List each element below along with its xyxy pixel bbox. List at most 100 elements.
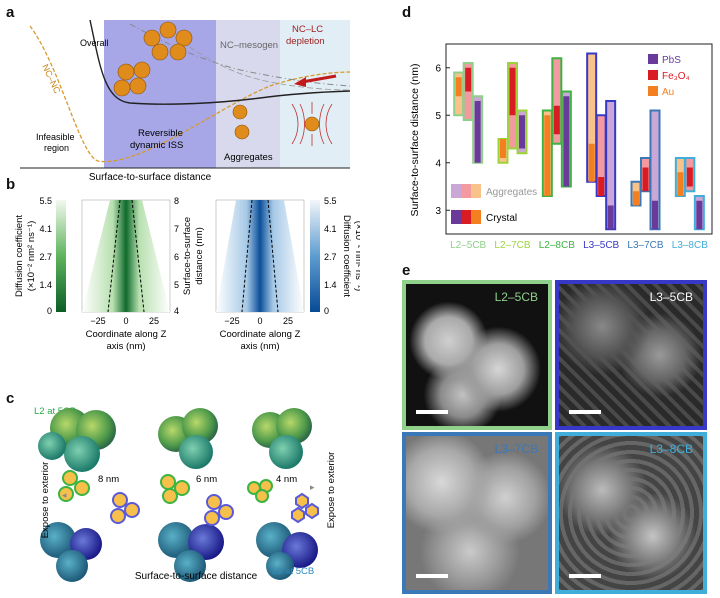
- b-left-xlabel-1: Coordinate along Z: [86, 329, 167, 340]
- legend-aggregates: Aggregates: [486, 187, 537, 198]
- crystal-range-bar: [607, 205, 614, 230]
- distance-8nm: 8 nm: [98, 474, 119, 485]
- depletion-arrowhead: [294, 77, 306, 87]
- panel-a-letter: a: [6, 4, 15, 21]
- panel-c-xlabel: Surface-to-surface distance: [135, 571, 258, 582]
- l2-label: L2 at 5CB: [34, 406, 76, 417]
- tem-label: L3–7CB: [494, 442, 538, 456]
- crystal-range-bar: [633, 191, 639, 206]
- legend-agg-fe: [461, 184, 471, 198]
- cbar-tick: 1.4: [39, 280, 52, 290]
- legend-swatch-fe3o4: [648, 70, 658, 80]
- green-dashed-right: [131, 199, 145, 313]
- crystal-range-bar: [500, 139, 506, 158]
- b-dist-label-2: distance (nm): [194, 227, 205, 285]
- x-tick-label: L2–8CB: [539, 240, 575, 251]
- tem-label: L3–8CB: [649, 442, 693, 456]
- tem-image-l3-5cb: L3–5CB: [555, 280, 707, 430]
- tem-image-l3-7cb: L3–7CB: [402, 432, 552, 594]
- legend-fe3o4: Fe₃O₄: [662, 71, 690, 82]
- nc-particles: [113, 21, 320, 140]
- crystal-range-bar: [509, 67, 516, 116]
- b-xtick: 25: [283, 316, 293, 326]
- l3-label: L3 at 5CB: [272, 566, 314, 577]
- y-tick-label: 3: [435, 206, 441, 217]
- crystal-range-bar: [677, 172, 684, 196]
- b-left-xlabel-2: axis (nm): [106, 341, 145, 352]
- cbar-tick: 0: [324, 306, 329, 316]
- mesogen-curve: [129, 23, 350, 87]
- aggregates-label: Aggregates: [224, 152, 273, 163]
- blue-heatmap: [216, 200, 304, 312]
- legend-swatch-pbs: [648, 54, 658, 64]
- cbar-tick: 4.1: [324, 224, 337, 234]
- crystal-range-bar: [553, 105, 560, 135]
- x-tick-label: L3–5CB: [583, 240, 619, 251]
- panel-c-illustration: L2 at 5CB 8 nm 6 nm 4 nm ◂ ▸ Expose to e…: [34, 406, 337, 582]
- blue-dashed-right: [267, 199, 279, 313]
- panel-b-letter: b: [6, 176, 16, 193]
- cbar-tick: 1.4: [324, 280, 337, 290]
- distance-4nm: 4 nm: [276, 474, 297, 485]
- blue-colorbar: [310, 200, 320, 312]
- x-tick-label: L3–8CB: [672, 240, 708, 251]
- b-xtick: −25: [224, 316, 239, 326]
- b-dist-tick: 5: [174, 280, 179, 290]
- legend-cry-au: [471, 210, 481, 224]
- cbar-tick: 5.5: [39, 196, 52, 206]
- crystal-range-bar: [696, 200, 703, 230]
- tem-label: L3–5CB: [649, 290, 693, 304]
- d-ylabel: Surface-to-surface distance (nm): [409, 64, 421, 217]
- legend-agg-au: [471, 184, 481, 198]
- panel-b-heatmaps: 5.5 4.1 2.7 1.4 0 Diffusion coefficient …: [14, 196, 360, 352]
- legend-swatch-au: [648, 86, 658, 96]
- b-xtick: 25: [149, 316, 159, 326]
- panel-c-letter: c: [6, 390, 15, 407]
- b-right-ylabel-1: Diffusion coefficient: [341, 215, 352, 297]
- crystal-range-bar: [519, 115, 525, 149]
- b-right-ylabel-2: (×10⁻² nm² ns⁻¹): [353, 221, 360, 291]
- reversible-label-1: Reversible: [138, 128, 183, 139]
- crystal-range-bar: [474, 101, 481, 163]
- scale-bar: [416, 410, 448, 414]
- panel-a-diagram: Overall NC–NC Infeasible region Reversib…: [20, 19, 350, 181]
- b-xtick: 0: [123, 316, 128, 326]
- scale-bar: [416, 574, 448, 578]
- b-right-xlabel-1: Coordinate along Z: [220, 329, 301, 340]
- crystal-range-bar: [686, 167, 693, 187]
- legend-agg-pbs: [451, 184, 461, 198]
- crystal-range-bar: [588, 143, 595, 182]
- scale-bar: [569, 410, 601, 414]
- mesogen-curve-2: [159, 25, 350, 91]
- y-tick-label: 5: [435, 111, 441, 122]
- overall-label: Overall: [80, 38, 109, 48]
- b-right-xlabel-2: axis (nm): [240, 341, 279, 352]
- panel-e-letter: e: [402, 262, 411, 279]
- crystal-range-bar: [544, 115, 551, 196]
- b-xtick: 0: [257, 316, 262, 326]
- mesogen-label: NC–mesogen: [220, 40, 278, 51]
- x-tick-label: L3–7CB: [627, 240, 663, 251]
- crystal-range-bar: [455, 77, 462, 97]
- crystal-range-bar: [563, 96, 570, 187]
- reversible-label-2: dynamic ISS: [130, 140, 183, 151]
- b-xtick: −25: [90, 316, 105, 326]
- x-tick-label: L2–5CB: [450, 240, 486, 251]
- depletion-arrow: [301, 74, 337, 84]
- crystal-range-bar: [652, 200, 658, 230]
- legend-au: Au: [662, 87, 674, 98]
- crystal-range-bar: [465, 67, 472, 92]
- field-lines-icon: [291, 102, 333, 146]
- expose-right-label: Expose to exterior: [326, 452, 337, 529]
- green-heatmap: [82, 200, 170, 312]
- legend-crystal: Crystal: [486, 213, 517, 224]
- panel-d-letter: d: [402, 4, 412, 21]
- scale-bar: [569, 574, 601, 578]
- cbar-tick: 2.7: [39, 252, 52, 262]
- depletion-label-2: depletion: [286, 36, 325, 47]
- infeasible-label-2: region: [44, 143, 69, 153]
- cbar-tick: 2.7: [324, 252, 337, 262]
- l2-clusters: [38, 408, 312, 472]
- y-tick-label: 6: [435, 63, 441, 74]
- crystal-range-bar: [642, 167, 649, 192]
